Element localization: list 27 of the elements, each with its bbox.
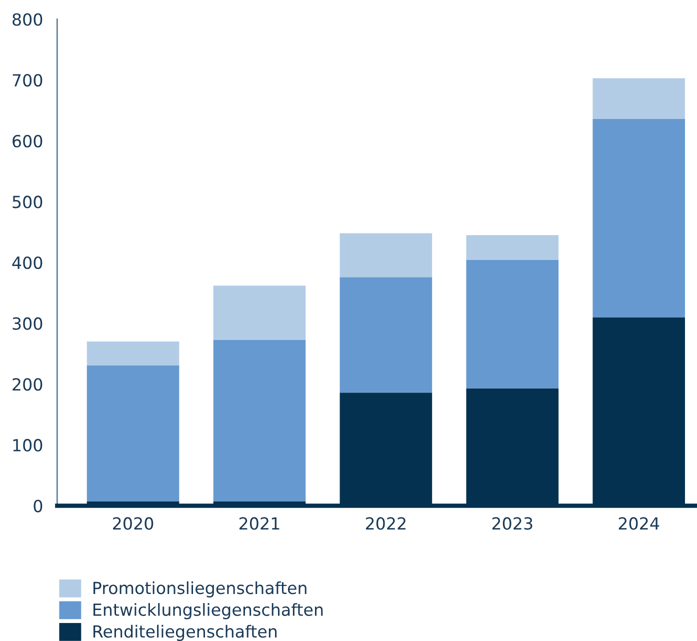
bar bbox=[592, 78, 685, 119]
y-tick-label: 400 bbox=[12, 256, 42, 270]
x-tick-label: 2024 bbox=[618, 517, 660, 530]
x-tick-label: 2020 bbox=[113, 517, 154, 530]
y-tick-label: 200 bbox=[12, 378, 42, 391]
bar bbox=[213, 286, 306, 340]
y-tick-label: 700 bbox=[12, 74, 42, 87]
bar bbox=[466, 235, 559, 260]
bar bbox=[213, 340, 306, 502]
x-tick-label: 2022 bbox=[366, 517, 406, 530]
bar bbox=[340, 233, 432, 278]
legend-label: Entwicklungsliegenschaften bbox=[93, 603, 323, 620]
x-tick-label: 2021 bbox=[239, 517, 280, 530]
y-tick-label: 500 bbox=[12, 196, 42, 208]
legend-label: Promotionsliegenschaften bbox=[93, 581, 306, 598]
y-tick-label: 0 bbox=[34, 500, 42, 512]
bar bbox=[86, 342, 180, 366]
x-tick-label: 2023 bbox=[492, 517, 532, 530]
bar bbox=[86, 365, 180, 502]
legend-label: Renditeliegenschaften bbox=[93, 624, 277, 641]
bar bbox=[592, 118, 685, 318]
y-tick-label: 800 bbox=[12, 13, 42, 26]
bar bbox=[340, 277, 432, 393]
y-tick-label: 300 bbox=[12, 317, 42, 330]
y-tick-label: 100 bbox=[13, 438, 42, 452]
bar bbox=[466, 260, 559, 388]
y-tick-label: 600 bbox=[12, 134, 42, 148]
